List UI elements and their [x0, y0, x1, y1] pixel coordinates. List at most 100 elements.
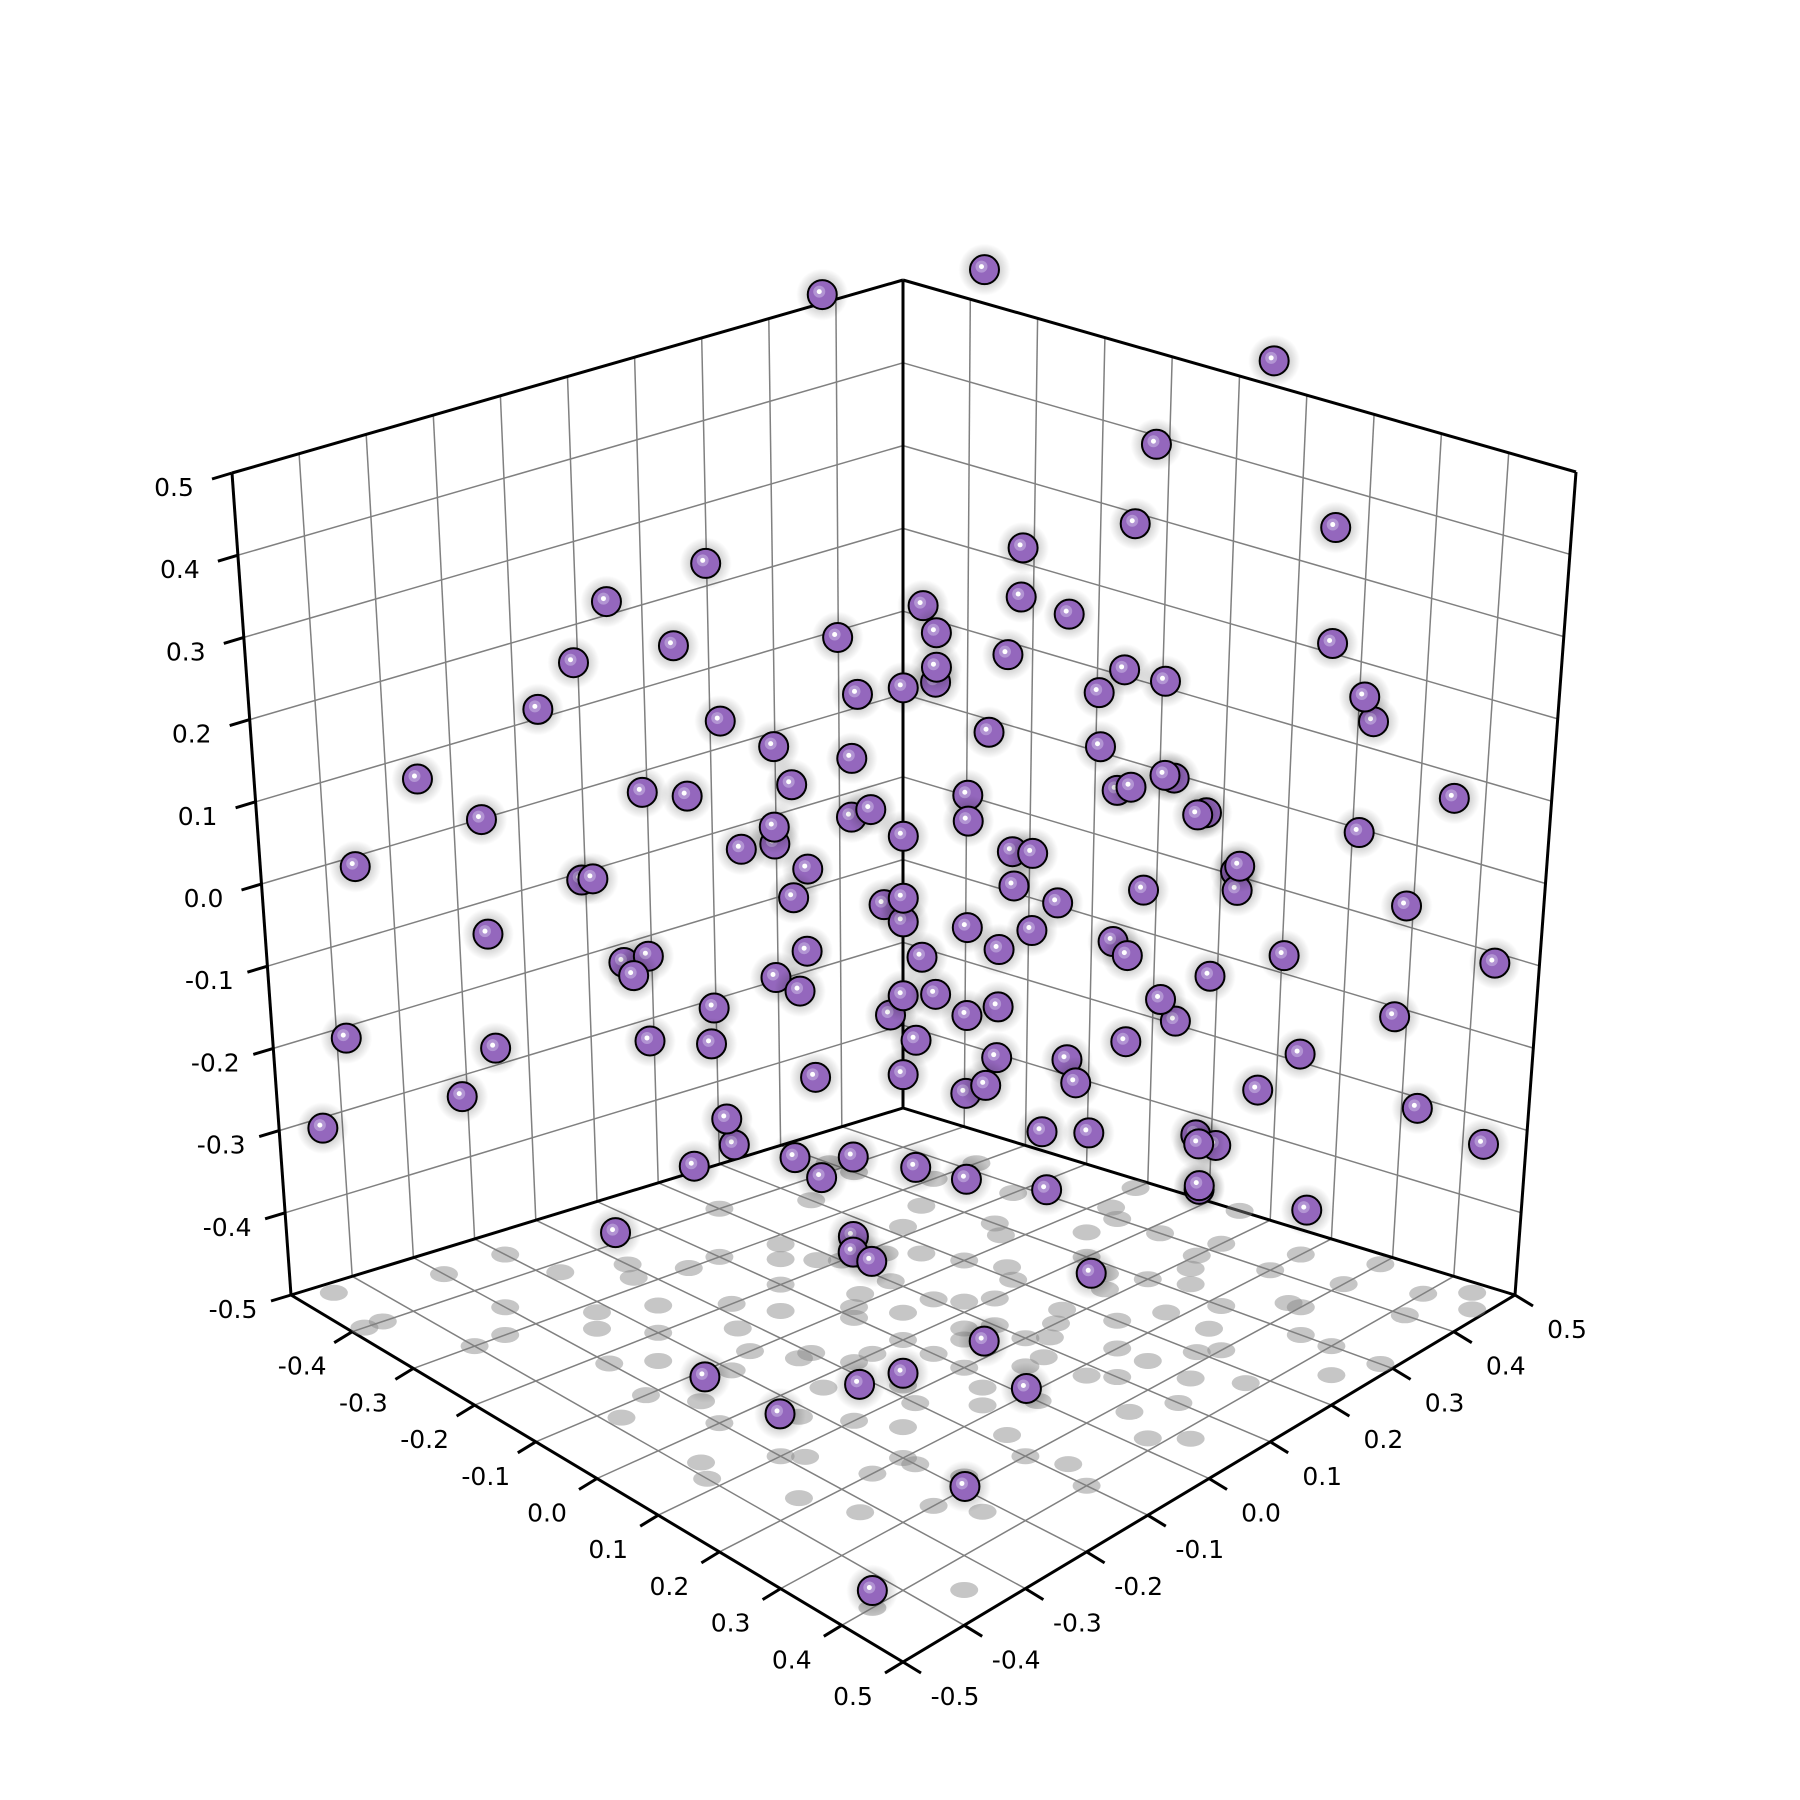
point-specular — [1095, 741, 1101, 747]
shadow-marker — [705, 1415, 734, 1432]
point-specular — [865, 804, 871, 810]
point-specular — [1083, 1127, 1089, 1133]
point-specular — [714, 715, 720, 721]
shadow-marker — [1390, 1307, 1419, 1324]
point-specular — [1036, 1126, 1042, 1132]
data-point — [1258, 929, 1311, 982]
point-specular — [851, 688, 857, 694]
data-point — [997, 521, 1050, 574]
shadow-marker — [919, 1497, 948, 1514]
shadow-marker — [999, 1185, 1028, 1202]
x-tick-label: 0.0 — [527, 1499, 567, 1528]
shadow-marker — [717, 1295, 746, 1312]
data-point — [580, 575, 633, 628]
shadow-marker — [491, 1246, 520, 1263]
y-tick-label: 0.2 — [1364, 1425, 1404, 1454]
z-tick-label: -0.1 — [185, 966, 234, 995]
shadow-marker — [460, 1338, 489, 1355]
point-specular — [801, 945, 807, 951]
point-specular — [802, 863, 808, 869]
shadow-marker — [687, 1454, 716, 1471]
data-point — [811, 611, 864, 664]
y-tick-mark — [1453, 1330, 1473, 1344]
data-point — [1280, 1184, 1333, 1237]
point-specular — [610, 1227, 616, 1233]
shadow-marker — [766, 1276, 795, 1293]
x-tick-mark — [884, 1660, 904, 1675]
x-tick-mark — [517, 1440, 537, 1455]
pane-edge — [902, 278, 1577, 474]
point-specular — [1061, 1054, 1067, 1060]
data-point — [455, 793, 508, 846]
shadow-marker — [1366, 1355, 1395, 1372]
y-tick-mark — [902, 1660, 922, 1675]
point-specular — [532, 703, 538, 709]
shadow-marker — [1133, 1430, 1162, 1447]
y-tick-label: 0.0 — [1241, 1499, 1281, 1528]
point-specular — [917, 600, 923, 606]
data-point — [647, 619, 700, 672]
data-point — [909, 968, 962, 1021]
data-point — [941, 901, 994, 954]
shadow-marker — [1195, 1320, 1223, 1337]
shadow-marker — [723, 1320, 752, 1337]
data-point — [1005, 904, 1058, 957]
data-point — [959, 1059, 1012, 1112]
right-wall-grid-line — [902, 362, 1571, 556]
shadow-marker — [1256, 1262, 1285, 1279]
x-tick-mark — [761, 1587, 782, 1601]
data-point — [589, 1206, 642, 1259]
data-point — [1073, 666, 1126, 719]
shadow-marker — [1317, 1338, 1346, 1355]
y-tick-mark — [1330, 1403, 1351, 1418]
data-point — [1020, 1163, 1073, 1216]
right-wall-grid-line — [902, 444, 1565, 638]
shadow-marker — [644, 1324, 673, 1341]
x-tick-mark — [578, 1477, 598, 1491]
data-point — [616, 766, 669, 819]
shadow-marker — [1176, 1370, 1205, 1387]
x-tick-mark — [823, 1624, 843, 1638]
shadow-marker — [901, 1395, 930, 1412]
point-specular — [706, 1038, 712, 1044]
shadow-marker — [980, 1290, 1009, 1307]
data-point — [1457, 1118, 1510, 1171]
data-point — [831, 668, 884, 721]
point-specular — [832, 631, 838, 637]
floor-grid-line — [657, 1182, 1271, 1443]
data-point — [700, 1092, 753, 1145]
point-specular — [897, 892, 903, 898]
point-specular — [768, 821, 774, 827]
y-tick-label: -0.3 — [1053, 1609, 1102, 1638]
shadow-marker — [999, 1271, 1028, 1288]
shadow-marker — [840, 1309, 869, 1326]
y-tick-mark — [1024, 1587, 1045, 1601]
shadow-marker — [1011, 1330, 1040, 1347]
point-specular — [1252, 1084, 1258, 1090]
data-point — [329, 840, 382, 893]
shadow-marker — [889, 1218, 917, 1235]
data-point — [694, 695, 747, 748]
floor-grid-line — [657, 1219, 1271, 1516]
point-specular — [1120, 1036, 1126, 1042]
point-specular — [1159, 675, 1165, 681]
point-specular — [1017, 542, 1023, 548]
shadow-marker — [595, 1355, 624, 1372]
floor-grid-line — [780, 1256, 1393, 1590]
z-tick-mark — [223, 635, 245, 645]
data-point — [1101, 929, 1154, 982]
shadow-marker — [1133, 1271, 1162, 1288]
data-point — [715, 823, 768, 876]
y-tick-label: 0.3 — [1425, 1388, 1465, 1417]
shadow-marker — [907, 1197, 936, 1214]
point-specular — [789, 1152, 795, 1158]
shadow-marker — [644, 1352, 673, 1369]
shadow-marker — [619, 1269, 648, 1286]
shadow-marker — [1409, 1285, 1438, 1302]
point-specular — [930, 661, 936, 667]
point-specular — [978, 264, 984, 270]
data-point — [1043, 588, 1096, 641]
point-specular — [317, 1122, 323, 1128]
data-point — [846, 1564, 899, 1617]
data-point — [958, 243, 1011, 296]
